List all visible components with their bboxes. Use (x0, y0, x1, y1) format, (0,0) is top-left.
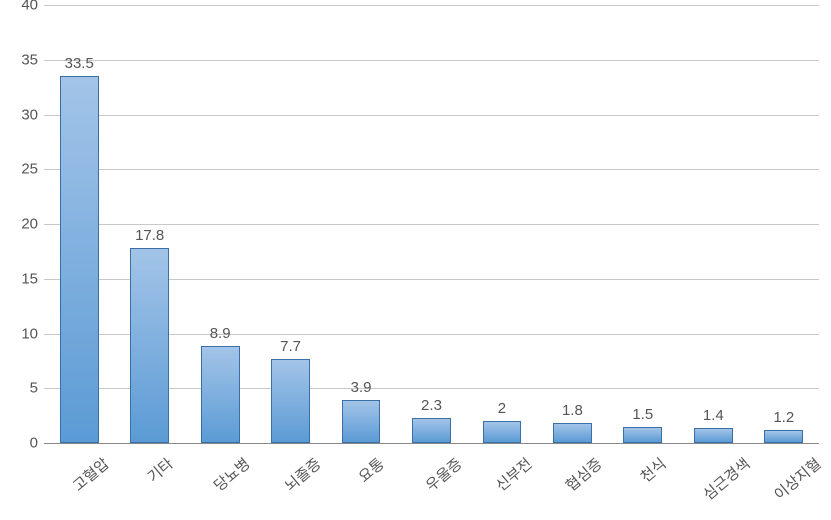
bar-value-label: 17.8 (135, 227, 164, 244)
y-tick-label: 25 (0, 161, 38, 178)
bar-slot: 2 (467, 5, 537, 443)
y-tick-label: 10 (0, 325, 38, 342)
x-category-label: 우울증 (420, 453, 465, 496)
x-category-label: 기타 (142, 453, 177, 487)
bar (342, 400, 381, 443)
bar-slot: 1.2 (749, 5, 819, 443)
bar-value-label: 2 (498, 400, 506, 417)
bar (201, 346, 240, 443)
bar (60, 76, 99, 443)
plot-area: 33.5 17.8 8.9 7.7 3.9 2.3 2 1.8 1.5 1.4 1.2 (44, 5, 819, 444)
bar-value-label: 2.3 (421, 397, 442, 414)
bar (694, 428, 733, 443)
bar-slot: 3.9 (326, 5, 396, 443)
bar (271, 359, 310, 443)
bar (623, 427, 662, 443)
x-category-label: 신부전 (491, 453, 536, 496)
y-tick-label: 40 (0, 0, 38, 14)
bar-value-label: 1.8 (562, 402, 583, 419)
bar-value-label: 1.5 (632, 406, 653, 423)
x-category-label: 천식 (636, 453, 671, 487)
bar-slot: 8.9 (185, 5, 255, 443)
bar-slot: 2.3 (396, 5, 466, 443)
x-category-label: 뇌졸증 (280, 453, 325, 496)
x-category-label: 요통 (354, 453, 389, 487)
bar-value-label: 7.7 (280, 338, 301, 355)
bar-value-label: 3.9 (351, 379, 372, 396)
bar-slot: 33.5 (44, 5, 114, 443)
y-tick-label: 35 (0, 51, 38, 68)
x-category-label: 고혈압 (68, 453, 113, 496)
y-tick-label: 5 (0, 380, 38, 397)
x-category-label: 당뇨병 (209, 453, 254, 496)
bar-value-label: 33.5 (65, 55, 94, 72)
bar-slot: 17.8 (114, 5, 184, 443)
x-category-label: 협심증 (561, 453, 606, 496)
bar-chart: 33.5 17.8 8.9 7.7 3.9 2.3 2 1.8 1.5 1.4 1.2 0 5 10 15… (0, 0, 831, 520)
y-tick-label: 0 (0, 435, 38, 452)
bar-slot: 7.7 (255, 5, 325, 443)
y-tick-label: 30 (0, 106, 38, 123)
bar-slot: 1.5 (608, 5, 678, 443)
bar (483, 421, 522, 443)
y-tick-label: 20 (0, 216, 38, 233)
x-category-label: 심근경색 (699, 453, 755, 505)
bar (130, 248, 169, 443)
y-tick-label: 15 (0, 270, 38, 287)
bar-value-label: 1.4 (703, 407, 724, 424)
bar-value-label: 1.2 (773, 409, 794, 426)
bar (412, 418, 451, 443)
bar-slot: 1.8 (537, 5, 607, 443)
x-category-label: 이상지혈 (769, 453, 825, 505)
bar (764, 430, 803, 443)
bar-value-label: 8.9 (210, 325, 231, 342)
bar (553, 423, 592, 443)
bar-slot: 1.4 (678, 5, 748, 443)
